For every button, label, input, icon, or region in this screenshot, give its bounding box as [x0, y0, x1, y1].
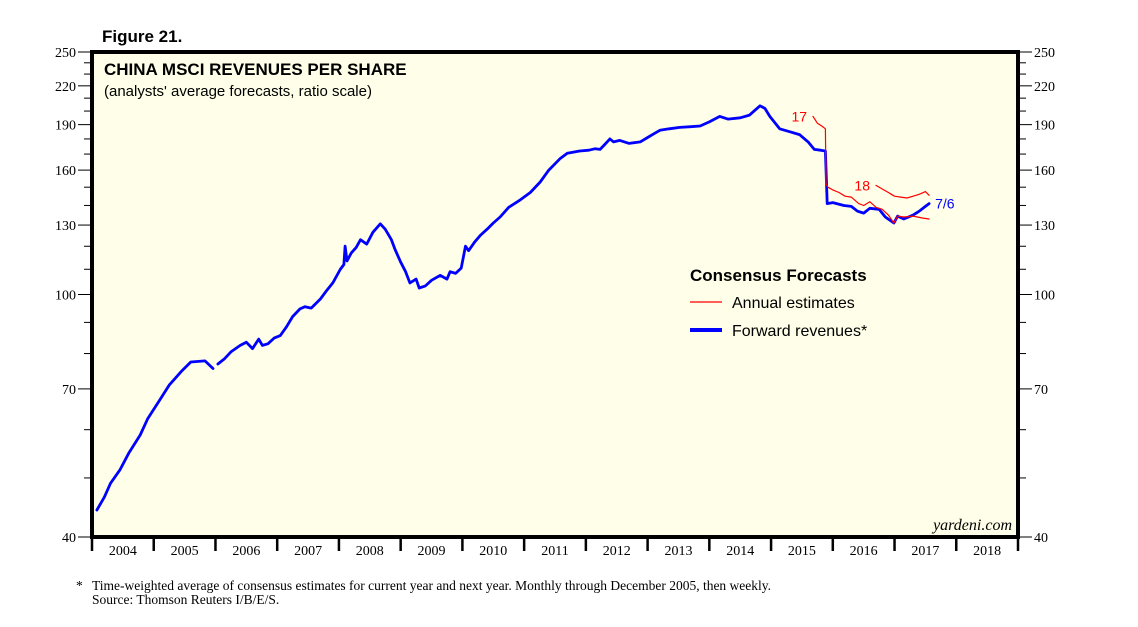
- x-tick-label: 2007: [294, 544, 322, 559]
- legend-title: Consensus Forecasts: [690, 266, 867, 285]
- x-tick-label: 2015: [788, 544, 816, 559]
- legend: Consensus Forecasts Annual estimates For…: [690, 266, 867, 340]
- x-tick-label: 2005: [171, 544, 199, 559]
- x-tick-label: 2014: [726, 544, 754, 559]
- y-tick-label: 220: [55, 80, 76, 95]
- y-tick-label: 130: [55, 219, 76, 234]
- y-tick-label: 100: [55, 289, 76, 304]
- plot-border: [90, 50, 1020, 539]
- x-tick-label: 2011: [541, 544, 568, 559]
- y-axis-left: 40 70 100 130 160 190 220 250: [55, 46, 92, 546]
- y-tick-label: 190: [1034, 119, 1055, 134]
- x-tick-label: 2016: [850, 544, 878, 559]
- annual-estimates-line-17: [812, 115, 930, 224]
- y-axis-right: 40 70 100 130 160 190 220 250: [1018, 46, 1055, 546]
- chart-subtitle: (analysts' average forecasts, ratio scal…: [104, 83, 372, 100]
- watermark: yardeni.com: [931, 517, 1012, 534]
- x-tick-label: 2012: [603, 544, 631, 559]
- y-tick-label: 130: [1034, 219, 1055, 234]
- chart-title: CHINA MSCI REVENUES PER SHARE: [104, 60, 407, 79]
- y-tick-label: 40: [1034, 531, 1048, 546]
- x-tick-label: 2010: [479, 544, 507, 559]
- x-tick-label: 2017: [911, 544, 939, 559]
- y-tick-label: 250: [1034, 46, 1055, 61]
- y-tick-label: 100: [1034, 289, 1055, 304]
- x-axis: 2004 2005 2006 2007 2008 2009 2010 2011 2012 2013…: [90, 537, 1020, 559]
- footnote-line-2: Source: Thomson Reuters I/B/E/S.: [92, 592, 279, 607]
- x-tick-label: 2004: [109, 544, 137, 559]
- footnote-line-1: Time-weighted average of consensus estim…: [92, 578, 771, 593]
- y-tick-label: 190: [55, 119, 76, 134]
- y-tick-label: 220: [1034, 80, 1055, 95]
- series-end-label: 17: [791, 108, 807, 124]
- annual-estimates-line-18: [875, 184, 930, 199]
- forward-revenues-line: [95, 359, 215, 512]
- y-tick-label: 160: [1034, 164, 1055, 179]
- series-end-label: 18: [854, 177, 870, 193]
- footnote: * Time-weighted average of consensus est…: [76, 578, 771, 607]
- series-layer: 7/6 17 18: [95, 104, 955, 512]
- plot-background: [92, 52, 1018, 537]
- figure-label: Figure 21.: [102, 27, 182, 46]
- y-tick-label: 160: [55, 164, 76, 179]
- x-tick-label: 2013: [664, 544, 692, 559]
- series-end-label: 7/6: [935, 196, 955, 212]
- y-tick-label: 70: [62, 383, 76, 398]
- x-tick-label: 2006: [232, 544, 260, 559]
- footnote-marker: *: [76, 578, 83, 593]
- x-tick-label: 2008: [356, 544, 384, 559]
- legend-annual-label: Annual estimates: [732, 295, 855, 312]
- forward-revenues-line: [216, 104, 931, 366]
- x-tick-label: 2009: [418, 544, 446, 559]
- x-tick-label: 2018: [973, 544, 1001, 559]
- y-tick-label: 40: [62, 531, 76, 546]
- legend-forward-label: Forward revenues*: [732, 323, 867, 340]
- y-tick-label: 250: [55, 46, 76, 61]
- y-tick-label: 70: [1034, 383, 1048, 398]
